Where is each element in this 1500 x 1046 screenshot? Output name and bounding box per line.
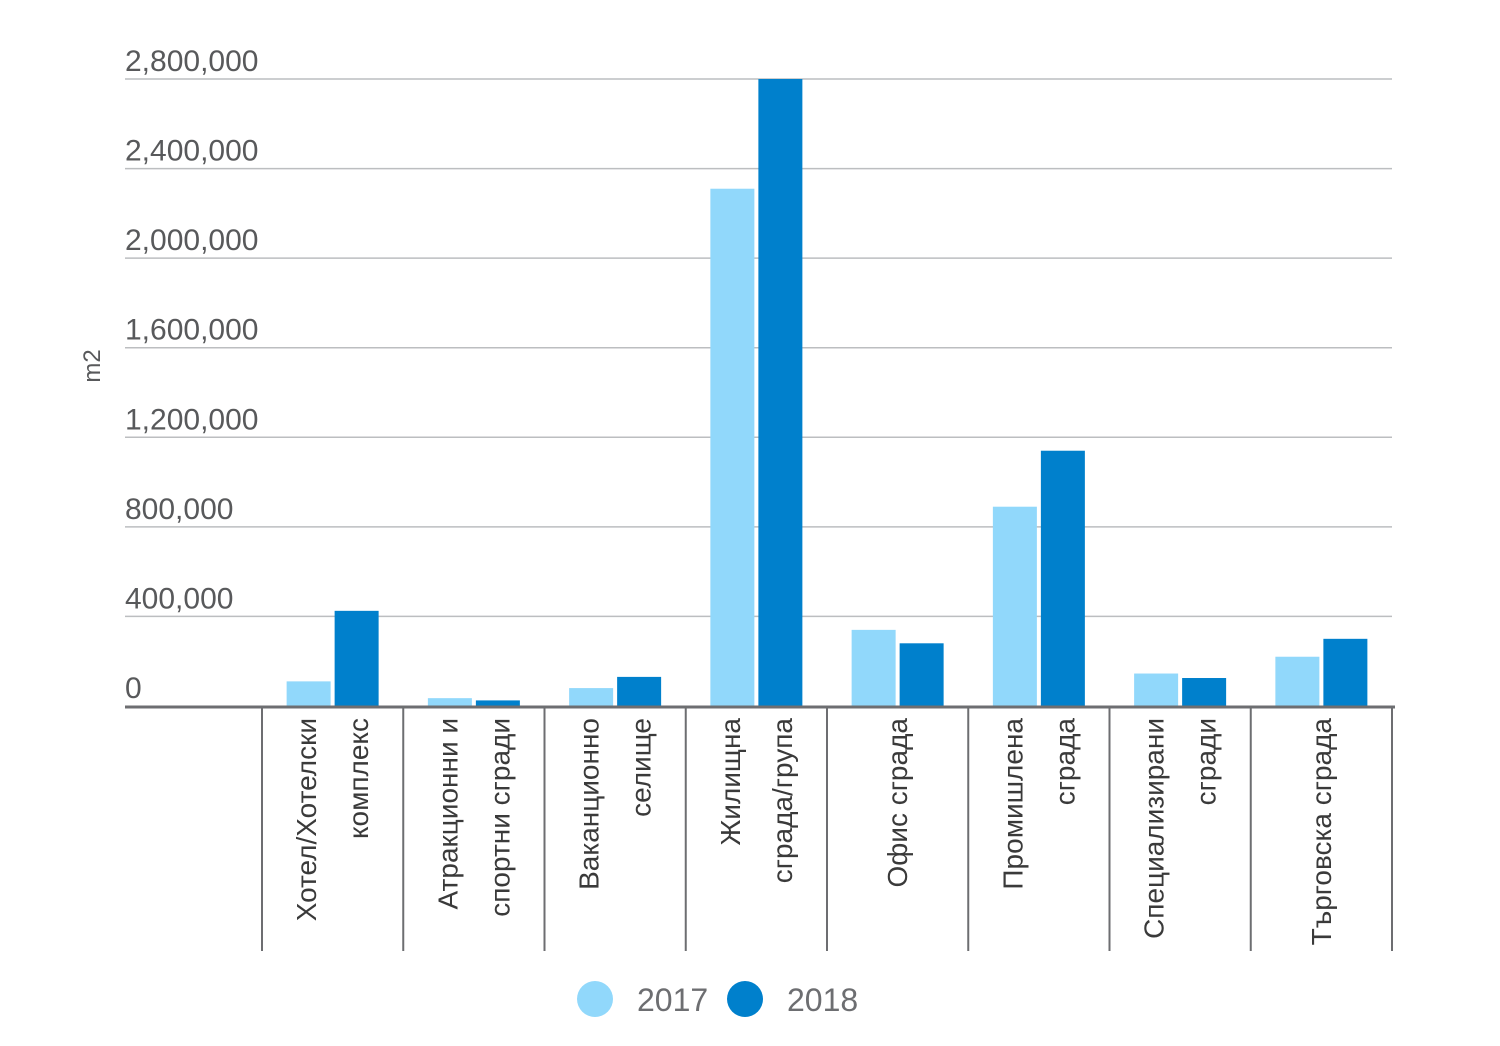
category-label-3-line-0: Жилищна (715, 718, 746, 846)
x-axis (125, 705, 1395, 951)
bar-2018-2 (617, 676, 662, 706)
bar-2018-0 (334, 610, 379, 706)
bar-2017-3 (710, 188, 755, 707)
bar-2018-7 (1323, 638, 1368, 706)
bar-2017-2 (569, 688, 614, 706)
category-label-2-line-0: Ваканционно (574, 718, 605, 890)
category-label-6-line-1: сгради (1191, 718, 1222, 805)
y-tick-label-7: 2,800,000 (125, 45, 258, 78)
y-tick-label-4: 1,600,000 (125, 314, 258, 347)
y-tick-label-6: 2,400,000 (125, 135, 258, 168)
legend-label-2018: 2018 (787, 982, 858, 1018)
category-label-1-line-0: Атракционни и (432, 718, 463, 910)
legend: 2017 2018 (577, 981, 858, 1018)
category-label-5-line-0: Промишлена (997, 718, 1028, 890)
bar-2017-0 (286, 681, 331, 706)
y-tick-label-0: 0 (125, 672, 142, 705)
category-label-1-line-1: спортни сгради (484, 718, 515, 917)
legend-label-2017: 2017 (637, 982, 708, 1018)
bars (286, 79, 1368, 707)
bar-2018-6 (1182, 678, 1227, 706)
category-label-2-line-1: селище (626, 718, 657, 817)
bar-2017-5 (992, 506, 1037, 706)
y-axis-title: m2 (79, 349, 106, 382)
bar-2018-5 (1040, 450, 1085, 706)
bar-2018-4 (899, 643, 944, 706)
bar-2017-6 (1134, 673, 1179, 706)
category-label-4-line-0: Офис сграда (882, 718, 913, 888)
category-label-0-line-1: комплекс (343, 718, 374, 839)
y-tick-label-5: 2,000,000 (125, 224, 258, 257)
category-label-0-line-0: Хотел/Хотелски (291, 718, 322, 921)
legend-marker-2018 (727, 981, 763, 1017)
y-axis-tick-labels: 0 400,000 800,000 1,200,000 1,600,000 2,000,0… (125, 45, 258, 705)
y-tick-label-2: 800,000 (125, 493, 233, 526)
bar-2018-3 (758, 79, 803, 706)
y-tick-label-3: 1,200,000 (125, 403, 258, 436)
bar-2018-1 (475, 700, 520, 706)
category-label-5-line-1: сграда (1049, 718, 1080, 806)
y-tick-label-1: 400,000 (125, 582, 233, 615)
bar-2017-7 (1275, 656, 1320, 706)
category-label-3-line-1: сграда/група (767, 718, 798, 884)
x-axis-category-labels: Хотел/Хотелски комплекс Атракционни и спорт… (291, 718, 1337, 946)
category-label-6-line-0: Специализирани (1139, 718, 1170, 939)
bar-2017-4 (851, 629, 896, 706)
bar-2017-1 (427, 698, 472, 706)
legend-marker-2017 (577, 981, 613, 1017)
category-label-7-line-0: Търговска сграда (1306, 718, 1337, 946)
